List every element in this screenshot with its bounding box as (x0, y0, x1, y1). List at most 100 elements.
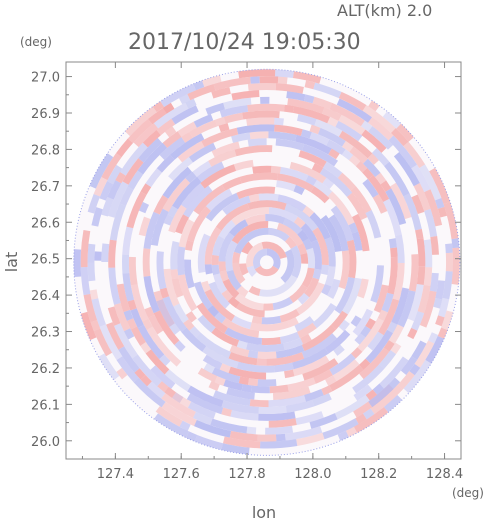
radar-cell (133, 123, 159, 148)
radar-cell (219, 363, 231, 374)
radar-cell (140, 342, 152, 354)
radar-cell (106, 322, 125, 350)
radar-cell (275, 344, 305, 359)
radar-cell (384, 161, 410, 197)
radar-cell (295, 134, 332, 155)
radar-cell (292, 355, 330, 377)
radar-cell (411, 164, 431, 193)
radar-cell (413, 183, 431, 211)
radar-cell (323, 161, 343, 178)
radar-cell (249, 131, 269, 140)
radar-cell (245, 214, 266, 226)
radar-cell (150, 208, 169, 246)
radar-cell (302, 358, 339, 381)
radar-cell (314, 119, 343, 137)
radar-cell (164, 386, 192, 408)
radar-cell (223, 97, 252, 110)
radar-cell (303, 94, 315, 104)
radar-cell (230, 409, 259, 421)
radar-cell (383, 395, 403, 413)
radar-cell (221, 317, 260, 338)
radar-cell (249, 320, 290, 332)
radar-cell (171, 392, 184, 404)
radar-cell (430, 236, 439, 255)
radar-cell (393, 151, 420, 187)
radar-cell (312, 393, 332, 407)
radar-cell (371, 148, 390, 167)
radar-cell (362, 105, 396, 134)
radar-cell (400, 356, 418, 376)
y-tick-label: 26.8 (31, 143, 60, 158)
radar-cell (202, 354, 223, 370)
radar-cell (200, 164, 237, 189)
radar-cell (363, 408, 375, 420)
radar-cell (353, 384, 373, 401)
radar-cell (312, 268, 322, 280)
radar-cell (403, 359, 432, 394)
radar-cell (156, 154, 175, 173)
altitude-label: ALT(km) 2.0 (337, 1, 432, 20)
radar-cell (324, 329, 351, 354)
radar-cell (289, 284, 308, 303)
radar-cell (91, 298, 106, 327)
radar-cell (260, 439, 298, 449)
radar-cell (301, 333, 337, 359)
radar-cell (232, 251, 241, 263)
radar-cell (312, 227, 329, 266)
radar-cell (367, 117, 394, 141)
radar-cell (249, 399, 269, 408)
radar-cell (379, 356, 409, 389)
radar-cell (221, 407, 232, 417)
radar-cell (203, 363, 215, 374)
radar-cell (280, 249, 295, 283)
radar-cell (194, 434, 223, 450)
radar-cell (99, 181, 114, 201)
radar-cell (218, 220, 236, 240)
radar-cell (99, 324, 123, 361)
radar-cell (329, 353, 356, 376)
radar-cell (388, 238, 397, 249)
radar-cell (168, 204, 187, 233)
radar-cell (407, 327, 418, 340)
radar-cell (247, 200, 287, 211)
timestamp-title: 2017/10/24 19:05:30 (128, 30, 361, 55)
radar-cell (178, 93, 191, 105)
radar-cell (236, 361, 275, 373)
y-tick-label: 26.0 (31, 435, 60, 450)
y-unit-label: (deg) (20, 35, 52, 49)
radar-cell (258, 193, 279, 202)
radar-cell (156, 251, 167, 290)
radar-cell (311, 163, 324, 174)
radar-cell (411, 340, 427, 360)
radar-cell (138, 201, 150, 214)
radar-cell (246, 265, 257, 277)
radar-cell (197, 161, 225, 183)
radar-cell (156, 118, 176, 136)
radar-cell (424, 208, 438, 238)
radar-cell (353, 401, 373, 418)
radar-cell (310, 186, 330, 204)
radar-cell (241, 241, 254, 255)
radar-cell (304, 389, 324, 402)
radar-cell (202, 75, 222, 87)
radar-cell (221, 400, 259, 414)
radar-cell (130, 326, 146, 346)
radar-cell (211, 327, 240, 347)
radar-cell (225, 240, 238, 272)
radar-cell (260, 96, 270, 104)
radar-cell (211, 254, 219, 266)
radar-cell (177, 121, 197, 137)
radar-cell (397, 371, 415, 390)
radar-cell (122, 226, 134, 255)
radar-cell (437, 206, 448, 218)
radar-cell (328, 214, 349, 252)
y-tick-label: 26.7 (31, 180, 60, 195)
radar-cell (127, 119, 153, 144)
radar-cell (185, 171, 197, 184)
radar-cell (362, 178, 379, 198)
radar-cell (419, 290, 437, 328)
radar-cell (193, 184, 226, 215)
radar-cell (298, 150, 327, 168)
radar-cell (342, 277, 362, 315)
radar-cell (257, 379, 277, 387)
